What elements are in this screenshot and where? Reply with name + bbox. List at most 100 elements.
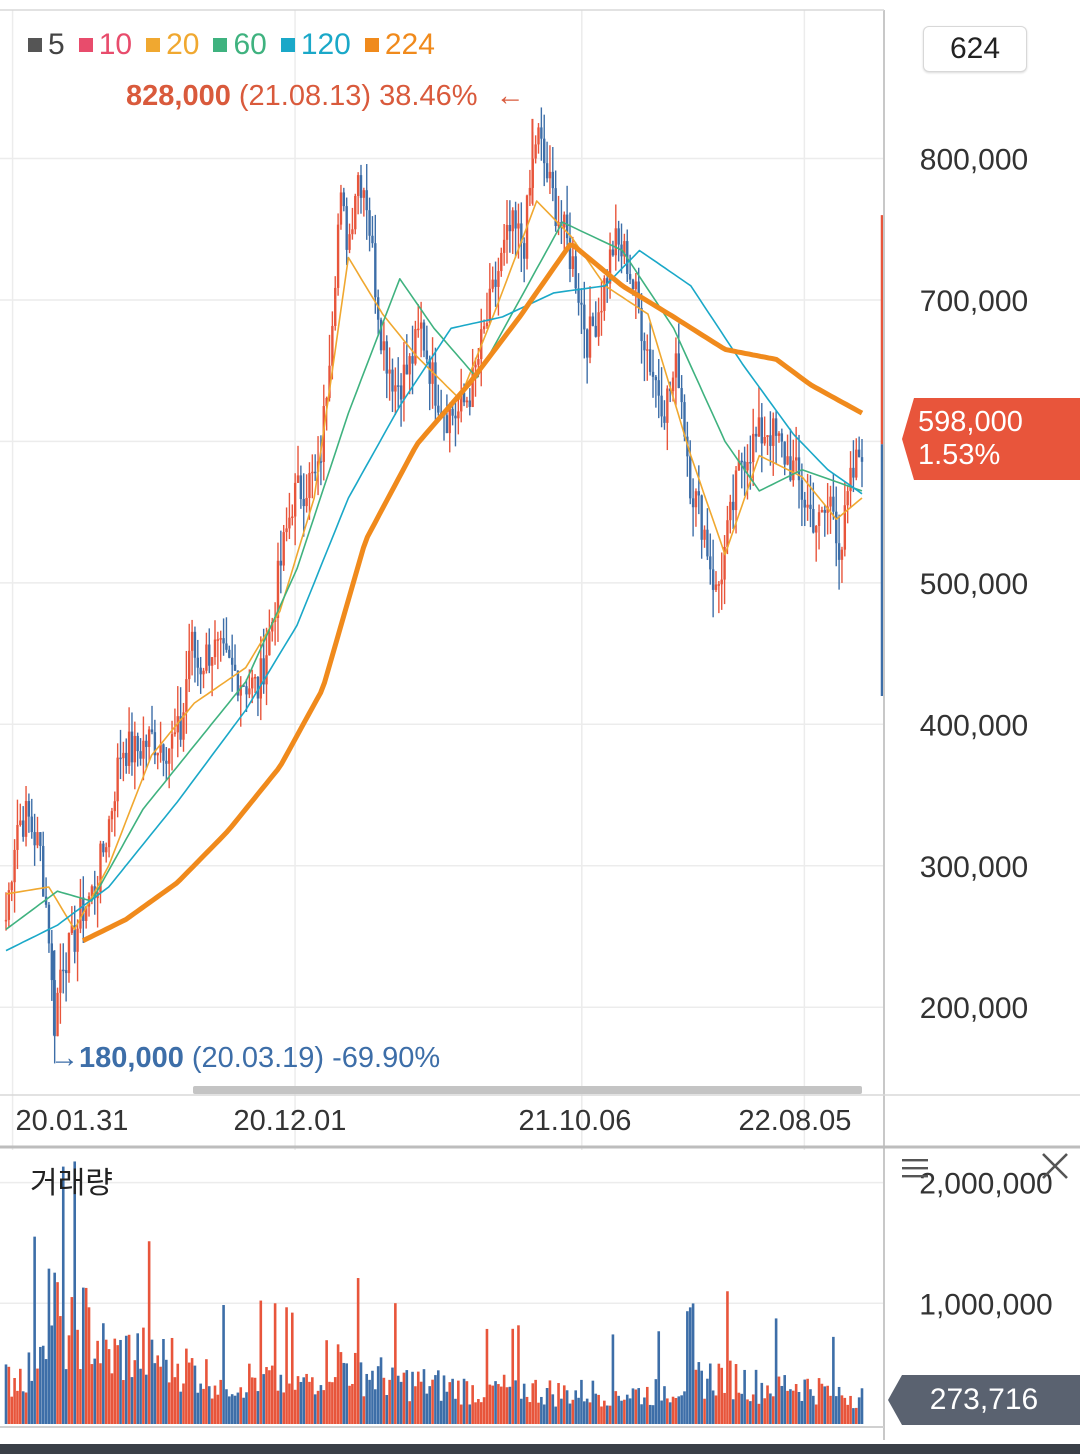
- candle-body: [10, 882, 13, 891]
- volume-bar: [76, 1329, 79, 1424]
- candle-body: [520, 223, 523, 244]
- price-candles: [4, 107, 864, 1064]
- candle-body: [293, 482, 297, 517]
- candle-body: [623, 241, 626, 257]
- candle-body: [849, 467, 852, 492]
- volume-bar: [107, 1349, 111, 1424]
- candle-body: [388, 369, 391, 374]
- candle-body: [551, 171, 555, 189]
- candle-body: [740, 460, 743, 463]
- legend-label: 10: [98, 28, 133, 61]
- ma-line-20: [5, 200, 863, 931]
- volume-bar: [228, 1396, 231, 1424]
- volume-bar: [27, 1352, 31, 1424]
- volume-bar: [820, 1383, 824, 1424]
- volume-bar: [611, 1334, 615, 1424]
- candle-body: [219, 638, 222, 640]
- candle-body: [116, 757, 119, 802]
- candle-body: [56, 992, 59, 1037]
- candle-body: [840, 549, 844, 560]
- candle-body: [797, 457, 801, 481]
- volume-bar: [454, 1398, 457, 1424]
- candle-body: [193, 631, 197, 658]
- volume-bar: [253, 1377, 257, 1424]
- volume-bar: [150, 1339, 154, 1424]
- candle-body: [50, 943, 54, 981]
- volume-bar: [769, 1393, 772, 1424]
- volume-bar: [694, 1369, 698, 1424]
- volume-bar: [113, 1338, 117, 1424]
- date-tick-label: 21.10.06: [519, 1105, 632, 1137]
- candle-body: [259, 658, 262, 699]
- candle-body: [190, 631, 194, 651]
- volume-bar: [608, 1405, 612, 1424]
- volume-bar: [436, 1370, 440, 1424]
- left-arrow-icon: ←: [495, 80, 525, 112]
- candle-body: [717, 584, 721, 586]
- volume-bar: [185, 1348, 188, 1424]
- close-icon[interactable]: [1040, 1148, 1070, 1190]
- legend-swatch-icon: [364, 38, 379, 52]
- volume-bar: [777, 1376, 781, 1424]
- legend-item-60[interactable]: 60: [213, 28, 267, 62]
- candle-body: [780, 433, 784, 442]
- candle-body: [534, 144, 537, 159]
- volume-bar: [296, 1376, 300, 1424]
- candle-body: [488, 288, 492, 323]
- volume-bar: [116, 1345, 119, 1424]
- current-change: 1.53%: [918, 439, 1001, 471]
- low-price-value: 180,000: [79, 1042, 184, 1074]
- price-tick-label: 500,000: [920, 568, 1028, 601]
- scroll-range-bar[interactable]: [193, 1086, 862, 1094]
- volume-bar: [603, 1400, 606, 1424]
- volume-bar: [207, 1386, 211, 1424]
- volume-bar: [657, 1331, 661, 1424]
- candle-body: [36, 832, 39, 846]
- candle-body: [482, 326, 486, 330]
- candle-body: [47, 904, 51, 944]
- candle-body: [671, 377, 675, 392]
- price-gridlines: [0, 10, 884, 1150]
- volume-bar: [734, 1364, 738, 1424]
- candle-body: [537, 127, 540, 145]
- candle-count-box[interactable]: 624: [923, 26, 1027, 72]
- candle-body: [786, 456, 789, 465]
- legend-item-10[interactable]: 10: [78, 28, 133, 62]
- volume-bar: [499, 1386, 503, 1424]
- candle-body: [697, 491, 701, 496]
- candle-body: [646, 349, 649, 351]
- candle-body: [548, 171, 552, 179]
- menu-icon[interactable]: [900, 1150, 930, 1192]
- date-axis: 20.01.31 20.12.01 21.10.06 22.08.05: [16, 1105, 852, 1137]
- price-tick-label: 200,000: [920, 992, 1028, 1025]
- candle-body: [648, 349, 652, 372]
- candle-body: [228, 649, 231, 658]
- volume-bar: [794, 1384, 798, 1424]
- candle-body: [356, 175, 360, 196]
- volume-bar: [614, 1391, 618, 1424]
- candle-body: [208, 644, 211, 666]
- volume-bar: [242, 1397, 245, 1424]
- legend-item-224[interactable]: 224: [364, 28, 435, 62]
- volume-bar: [571, 1399, 575, 1424]
- legend-label: 60: [233, 28, 267, 61]
- volume-bar: [142, 1327, 145, 1424]
- candle-body: [348, 234, 351, 250]
- legend-item-120[interactable]: 120: [280, 28, 351, 62]
- moving-average-lines: [5, 200, 884, 952]
- legend-item-5[interactable]: 5: [28, 28, 65, 62]
- volume-bar: [422, 1369, 426, 1424]
- volume-bar: [714, 1395, 718, 1424]
- legend-item-20[interactable]: 20: [146, 28, 199, 62]
- volume-bar: [388, 1379, 391, 1424]
- candle-body: [514, 210, 517, 229]
- volume-bar: [282, 1392, 285, 1424]
- volume-bar: [47, 1268, 51, 1424]
- candle-body: [173, 732, 177, 735]
- volume-bar: [328, 1381, 331, 1424]
- candle-body: [199, 667, 202, 675]
- volume-bar: [210, 1398, 214, 1424]
- candle-body: [691, 498, 695, 508]
- candle-body: [230, 657, 234, 665]
